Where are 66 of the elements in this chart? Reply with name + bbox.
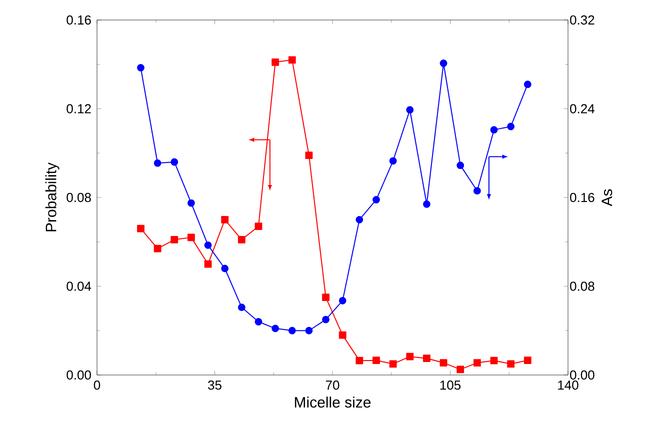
point bbox=[473, 359, 481, 366]
point bbox=[507, 122, 515, 130]
x-tick-label: 105 bbox=[440, 380, 461, 390]
y2-axis-title: As bbox=[602, 189, 612, 206]
point bbox=[507, 360, 515, 368]
point bbox=[456, 366, 464, 374]
x-tick-label: 140 bbox=[558, 380, 578, 390]
point bbox=[288, 56, 296, 64]
point bbox=[137, 224, 144, 232]
x-tick-label: 0 bbox=[94, 380, 100, 390]
point bbox=[170, 158, 178, 166]
y2-tick-label: 0.32 bbox=[570, 15, 594, 25]
y2-tick-label: 0.08 bbox=[570, 282, 594, 291]
point bbox=[372, 196, 380, 204]
point bbox=[137, 64, 144, 72]
point bbox=[524, 356, 532, 364]
y-tick-label: 0.00 bbox=[66, 370, 91, 380]
x-tick-label: 70 bbox=[326, 380, 340, 390]
point bbox=[238, 236, 246, 244]
y-tick-label: 0.04 bbox=[66, 282, 92, 291]
point bbox=[389, 157, 397, 165]
point bbox=[221, 216, 229, 224]
point bbox=[338, 296, 346, 304]
point bbox=[423, 200, 430, 208]
y2-tick-label: 0.16 bbox=[570, 192, 594, 202]
point bbox=[524, 80, 532, 88]
y2-tick-label: 0.24 bbox=[570, 104, 594, 114]
y-axis-title: Probability bbox=[45, 162, 60, 232]
point bbox=[154, 159, 162, 167]
point bbox=[389, 360, 397, 368]
point bbox=[254, 318, 262, 326]
point bbox=[456, 162, 464, 170]
point bbox=[322, 316, 330, 324]
y-tick-label: 0.16 bbox=[66, 15, 91, 25]
point bbox=[170, 236, 178, 244]
point bbox=[254, 222, 262, 230]
y2-tick-label: 0.00 bbox=[570, 370, 594, 380]
y-tick-label: 0.12 bbox=[66, 104, 91, 114]
point bbox=[288, 326, 296, 334]
point bbox=[305, 152, 313, 160]
point bbox=[473, 187, 481, 195]
y-tick-label: 0.08 bbox=[66, 192, 91, 202]
point bbox=[188, 199, 195, 207]
point bbox=[372, 356, 380, 364]
point bbox=[356, 216, 364, 224]
point bbox=[272, 58, 280, 66]
point bbox=[338, 331, 346, 339]
x-axis-title: Micelle size bbox=[294, 396, 371, 408]
point bbox=[272, 324, 280, 332]
point bbox=[490, 126, 498, 134]
point bbox=[188, 234, 195, 242]
point bbox=[490, 356, 498, 364]
point bbox=[154, 244, 162, 252]
point bbox=[238, 304, 246, 312]
point bbox=[423, 354, 430, 362]
point bbox=[406, 106, 414, 114]
x-tick-label: 35 bbox=[208, 380, 222, 390]
point bbox=[440, 60, 448, 67]
point bbox=[322, 294, 330, 302]
point bbox=[204, 242, 212, 249]
point bbox=[356, 356, 364, 364]
point bbox=[406, 352, 414, 360]
point bbox=[204, 260, 212, 268]
point bbox=[305, 326, 313, 334]
point bbox=[440, 359, 448, 366]
point bbox=[221, 264, 229, 272]
